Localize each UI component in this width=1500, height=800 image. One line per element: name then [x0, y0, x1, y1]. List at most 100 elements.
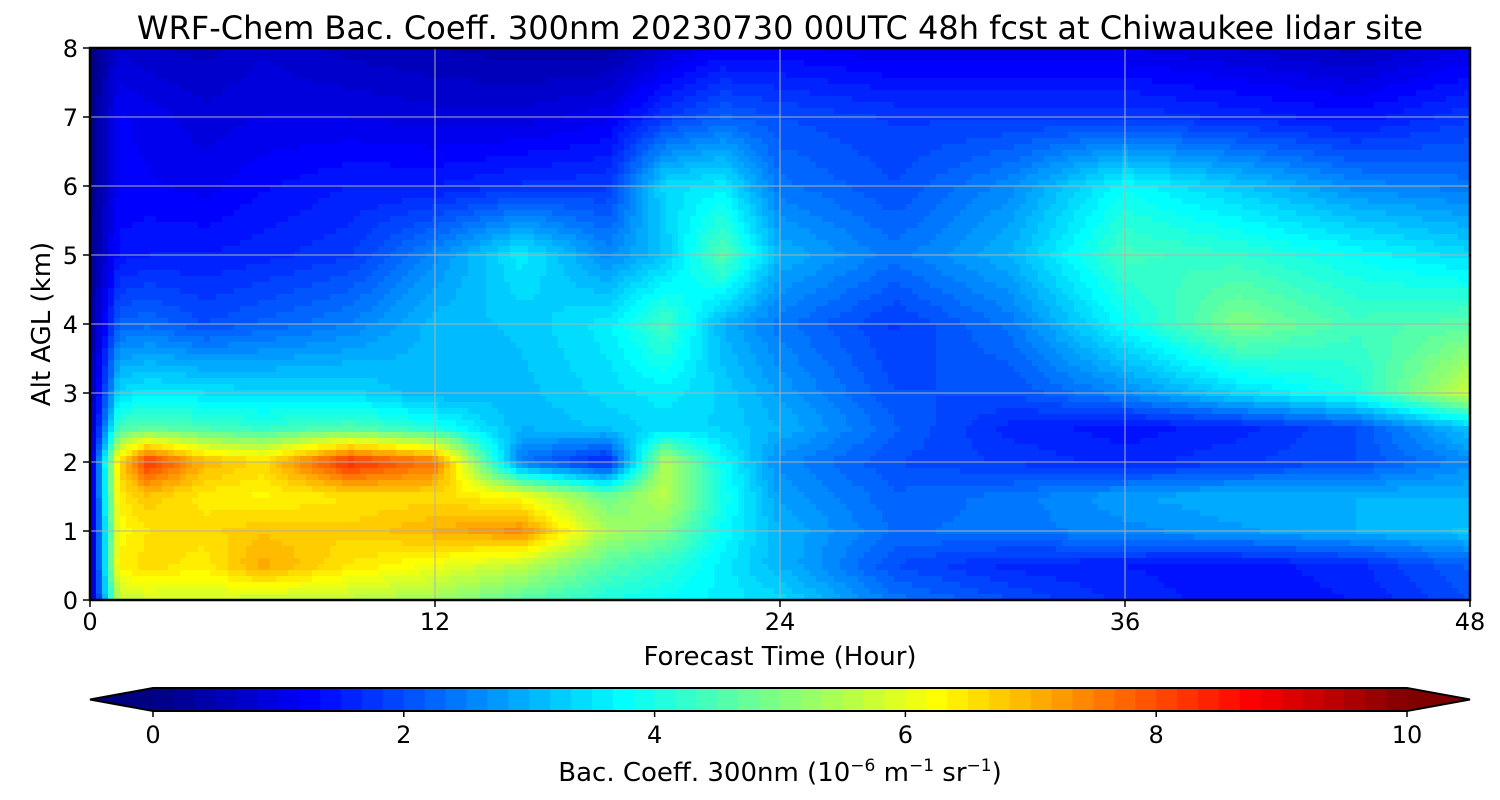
heatmap-cell [612, 174, 619, 181]
heatmap-cell [384, 66, 391, 73]
heatmap-cell [1362, 132, 1369, 139]
heatmap-cell [684, 84, 691, 91]
heatmap-cell [1014, 162, 1021, 169]
heatmap-cell [804, 132, 811, 139]
heatmap-cell [618, 60, 625, 67]
heatmap-cell [852, 102, 859, 109]
heatmap-cell [1260, 78, 1267, 85]
heatmap-cell [576, 108, 583, 115]
heatmap-cell [102, 96, 109, 103]
heatmap-cell [1218, 72, 1225, 79]
heatmap-cell [1284, 144, 1291, 151]
heatmap-cell [528, 84, 535, 91]
heatmap-cell [1344, 132, 1351, 139]
heatmap-cell [120, 108, 127, 115]
heatmap-cell [150, 108, 157, 115]
heatmap-cell [510, 96, 517, 103]
heatmap-cell [132, 72, 139, 79]
heatmap-cell [1248, 78, 1255, 85]
heatmap-cell [846, 174, 853, 181]
heatmap-cell [606, 90, 613, 97]
heatmap-cell [1086, 108, 1093, 115]
heatmap-cell [1056, 126, 1063, 133]
heatmap-cell [492, 108, 499, 115]
heatmap-cell [510, 162, 517, 169]
heatmap-cell [462, 132, 469, 139]
heatmap-cell [1038, 150, 1045, 157]
heatmap-cell [1044, 168, 1051, 175]
heatmap-cell [1434, 90, 1441, 97]
heatmap-cell [1188, 96, 1195, 103]
heatmap-cell [576, 84, 583, 91]
heatmap-cell [348, 156, 355, 163]
heatmap-cell [1326, 78, 1333, 85]
heatmap-cell [1020, 168, 1027, 175]
heatmap-cell [660, 120, 667, 127]
heatmap-cell [108, 66, 115, 73]
heatmap-cell [870, 102, 877, 109]
heatmap-cell [492, 84, 499, 91]
heatmap-cell [1440, 102, 1447, 109]
heatmap-cell [402, 108, 409, 115]
heatmap-cell [366, 66, 373, 73]
heatmap-cell [942, 66, 949, 73]
heatmap-cell [1326, 126, 1333, 133]
heatmap-cell [480, 96, 487, 103]
heatmap-cell [624, 120, 631, 127]
heatmap-cell [1332, 96, 1339, 103]
heatmap-cell [1350, 78, 1357, 85]
heatmap-cell [1032, 168, 1039, 175]
heatmap-cell [150, 60, 157, 67]
heatmap-cell [504, 138, 511, 145]
heatmap-cell [1434, 150, 1441, 157]
heatmap-cell [570, 174, 577, 181]
heatmap-cell [702, 78, 709, 85]
heatmap-cell [1380, 78, 1387, 85]
heatmap-cell [918, 54, 925, 61]
heatmap-cell [894, 126, 901, 133]
heatmap-cell [804, 78, 811, 85]
heatmap-cell [1308, 156, 1315, 163]
heatmap-cell [1050, 150, 1057, 157]
heatmap-cell [948, 96, 955, 103]
heatmap-cell [372, 174, 379, 181]
heatmap-cell [180, 168, 187, 175]
heatmap-cell [216, 168, 223, 175]
heatmap-cell [1248, 144, 1255, 151]
heatmap-cell [888, 126, 895, 133]
heatmap-cell [612, 132, 619, 139]
heatmap-cell [1140, 78, 1147, 85]
heatmap-cell [516, 126, 523, 133]
heatmap-cell [738, 174, 745, 181]
heatmap-cell [846, 66, 853, 73]
heatmap-cell [1248, 156, 1255, 163]
heatmap-cell [186, 72, 193, 79]
heatmap-cell [972, 150, 979, 157]
heatmap-cell [816, 174, 823, 181]
heatmap-cell [1260, 66, 1267, 73]
heatmap-cell [384, 84, 391, 91]
heatmap-cell [870, 132, 877, 139]
heatmap-cell [444, 108, 451, 115]
heatmap-cell [348, 72, 355, 79]
heatmap-cell [378, 78, 385, 85]
heatmap-cell [300, 144, 307, 151]
heatmap-cell [696, 144, 703, 151]
heatmap-cell [636, 144, 643, 151]
heatmap-cell [528, 72, 535, 79]
heatmap-cell [174, 84, 181, 91]
heatmap-cell [1440, 126, 1447, 133]
heatmap-cell [1200, 66, 1207, 73]
heatmap-cell [1272, 96, 1279, 103]
heatmap-cell [1002, 126, 1009, 133]
heatmap-cell [1416, 150, 1423, 157]
heatmap-cell [954, 90, 961, 97]
heatmap-cell [834, 138, 841, 145]
heatmap-cell [546, 162, 553, 169]
heatmap-cell [1068, 60, 1075, 67]
heatmap-cell [438, 126, 445, 133]
heatmap-cell [204, 72, 211, 79]
heatmap-cell [906, 60, 913, 67]
heatmap-cell [582, 72, 589, 79]
heatmap-cell [912, 60, 919, 67]
